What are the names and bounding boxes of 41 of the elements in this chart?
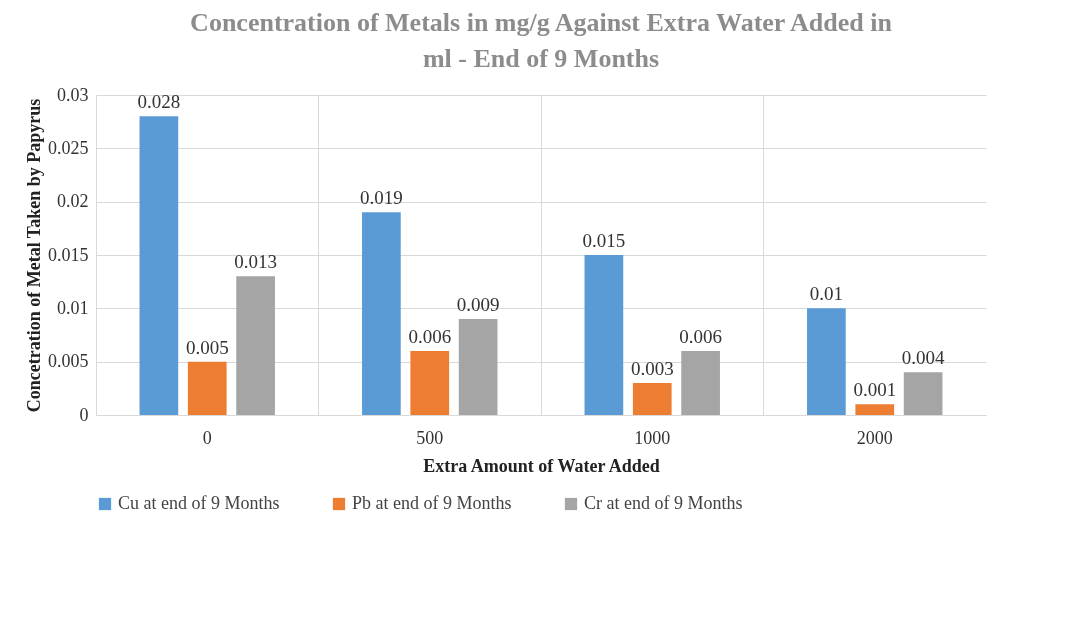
y-tick-label: 0.005 (48, 351, 89, 372)
data-label: 0.015 (582, 230, 626, 251)
y-tick-label: 0.03 (57, 84, 89, 105)
bar (362, 212, 401, 415)
data-label: 0.019 (360, 187, 403, 209)
bar (632, 383, 672, 415)
data-label: 0.001 (853, 379, 897, 401)
bar (236, 276, 275, 415)
bar (903, 372, 943, 415)
data-label: 0.006 (408, 326, 452, 347)
y-tick-label: 0 (79, 404, 89, 425)
data-label: 0.009 (456, 294, 500, 315)
bar (681, 351, 720, 415)
x-tick-label: 0 (202, 427, 212, 448)
bar (139, 116, 179, 415)
x-axis-title: Extra Amount of Water Added (423, 455, 660, 476)
y-axis-title: Concetration of Metal Taken by Papyrus (24, 98, 44, 413)
y-tick-label: 0.025 (48, 137, 89, 158)
data-label: 0.01 (809, 283, 844, 305)
legend-label: Pb at end of 9 Months (352, 493, 512, 513)
data-label: 0.013 (234, 251, 277, 273)
y-tick-label: 0.01 (57, 297, 89, 318)
bar (187, 361, 227, 415)
data-label: 0.006 (679, 326, 722, 347)
bar (410, 351, 450, 415)
y-tick-label: 0.02 (57, 191, 89, 212)
bar (458, 319, 498, 415)
bar (807, 308, 846, 415)
y-tick-label: 0.015 (48, 244, 89, 265)
x-tick-label: 1000 (634, 427, 671, 448)
bar (584, 255, 624, 415)
legend-label: Cr at end of 9 Months (584, 493, 743, 513)
bar (855, 404, 895, 415)
chart-title: Concentration of Metals in mg/g Against Extra Water Added in ml - End of 9 Months (190, 8, 893, 73)
legend-label: Cu at end of 9 Months (118, 493, 280, 513)
data-label: 0.028 (137, 91, 181, 113)
data-label: 0.004 (901, 347, 945, 369)
data-label: 0.005 (185, 336, 229, 358)
data-label: 0.003 (630, 358, 674, 379)
x-tick-label: 2000 (856, 427, 893, 448)
x-tick-label: 500 (416, 427, 444, 448)
